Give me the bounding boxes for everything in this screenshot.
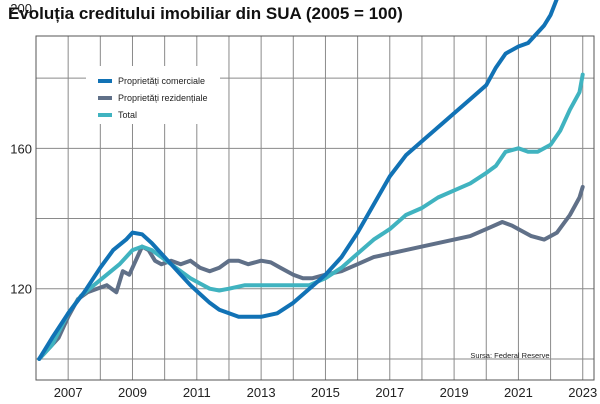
y-axis: 120 160 200 <box>10 1 32 297</box>
grid <box>35 36 594 380</box>
legend: Proprietăți comerciale Proprietăți rezide… <box>86 66 220 124</box>
x-tick-label: 2023 <box>568 385 597 400</box>
x-tick-label: 2007 <box>54 385 83 400</box>
series-line-commercial <box>37 0 559 361</box>
x-tick-label: 2013 <box>247 385 276 400</box>
x-axis: 2007 2009 2011 2013 2015 2017 2019 2021 2023 <box>54 385 598 400</box>
x-tick-label: 2015 <box>311 385 340 400</box>
x-tick-label: 2019 <box>440 385 469 400</box>
x-tick-label: 2017 <box>375 385 404 400</box>
y-tick-label: 120 <box>10 282 32 297</box>
series-lines <box>37 0 585 361</box>
source-note: Sursa: Federal Reserve <box>470 351 549 360</box>
legend-label: Proprietăți rezidențiale <box>118 93 208 103</box>
x-tick-label: 2009 <box>118 385 147 400</box>
series-line-total <box>37 72 585 361</box>
plot-frame <box>35 35 595 381</box>
y-tick-label: 160 <box>10 141 32 156</box>
chart-title: Evoluția creditului imobiliar din SUA (2… <box>8 4 403 23</box>
x-tick-label: 2011 <box>183 385 211 400</box>
legend-label: Proprietăți comerciale <box>118 76 205 86</box>
series-line-residential <box>37 184 585 361</box>
y-tick-label: 200 <box>10 1 32 16</box>
x-tick-label: 2021 <box>504 385 533 400</box>
legend-label: Total <box>118 110 137 120</box>
